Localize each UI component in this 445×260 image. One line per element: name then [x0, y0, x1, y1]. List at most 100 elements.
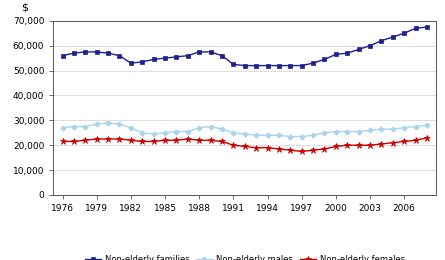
Non-elderly males [287, 135, 293, 138]
Non-elderly families [83, 50, 88, 54]
Non-elderly males [265, 134, 270, 137]
Non-elderly males [208, 125, 213, 128]
Non-elderly females [265, 146, 270, 149]
Non-elderly females [401, 140, 407, 143]
Non-elderly males [60, 126, 65, 129]
Non-elderly families [265, 64, 270, 67]
Non-elderly males [94, 122, 99, 126]
Non-elderly females [83, 139, 88, 142]
Non-elderly families [242, 64, 247, 67]
Non-elderly families [128, 62, 134, 65]
Non-elderly families [368, 44, 373, 47]
Non-elderly females [174, 139, 179, 142]
Non-elderly females [344, 144, 350, 147]
Non-elderly females [71, 140, 77, 143]
Non-elderly males [117, 122, 122, 126]
Non-elderly males [311, 134, 316, 137]
Non-elderly females [140, 140, 145, 143]
Non-elderly females [197, 139, 202, 142]
Non-elderly males [254, 134, 259, 137]
Non-elderly males [174, 130, 179, 133]
Non-elderly families [254, 64, 259, 67]
Non-elderly females [425, 136, 430, 139]
Non-elderly families [311, 62, 316, 65]
Non-elderly families [299, 64, 304, 67]
Non-elderly families [322, 58, 327, 61]
Non-elderly females [322, 147, 327, 151]
Non-elderly males [71, 125, 77, 128]
Non-elderly families [333, 53, 339, 56]
Line: Non-elderly males: Non-elderly males [61, 121, 429, 139]
Non-elderly females [413, 139, 418, 142]
Non-elderly females [254, 146, 259, 149]
Non-elderly families [219, 54, 225, 57]
Non-elderly families [197, 50, 202, 54]
Non-elderly females [356, 144, 361, 147]
Non-elderly males [151, 132, 156, 135]
Non-elderly families [231, 63, 236, 66]
Non-elderly females [379, 142, 384, 146]
Non-elderly families [117, 54, 122, 57]
Non-elderly males [105, 121, 111, 124]
Non-elderly families [185, 54, 190, 57]
Non-elderly females [162, 139, 168, 142]
Non-elderly females [105, 138, 111, 141]
Non-elderly females [311, 149, 316, 152]
Non-elderly males [344, 130, 350, 133]
Non-elderly males [128, 126, 134, 129]
Non-elderly families [208, 50, 213, 54]
Non-elderly families [174, 55, 179, 58]
Non-elderly males [299, 135, 304, 138]
Non-elderly males [140, 131, 145, 134]
Non-elderly families [401, 32, 407, 35]
Non-elderly males [356, 130, 361, 133]
Non-elderly females [151, 140, 156, 143]
Non-elderly males [162, 131, 168, 134]
Non-elderly families [344, 51, 350, 55]
Non-elderly females [368, 144, 373, 147]
Text: $: $ [21, 2, 28, 12]
Non-elderly males [413, 125, 418, 128]
Non-elderly males [197, 126, 202, 129]
Line: Non-elderly families: Non-elderly families [61, 25, 429, 68]
Non-elderly females [276, 147, 282, 151]
Non-elderly males [425, 124, 430, 127]
Non-elderly females [219, 140, 225, 143]
Non-elderly males [368, 129, 373, 132]
Non-elderly families [162, 57, 168, 60]
Non-elderly males [276, 134, 282, 137]
Non-elderly males [401, 126, 407, 129]
Non-elderly males [390, 127, 396, 131]
Non-elderly males [242, 132, 247, 135]
Non-elderly families [425, 25, 430, 29]
Legend: Non-elderly families, Non-elderly males, Non-elderly females: Non-elderly families, Non-elderly males,… [85, 255, 405, 260]
Non-elderly males [219, 127, 225, 131]
Line: Non-elderly females: Non-elderly females [59, 135, 430, 155]
Non-elderly males [185, 130, 190, 133]
Non-elderly families [379, 39, 384, 42]
Non-elderly families [390, 35, 396, 38]
Non-elderly families [287, 64, 293, 67]
Non-elderly females [128, 139, 134, 142]
Non-elderly females [208, 139, 213, 142]
Non-elderly families [356, 48, 361, 51]
Non-elderly females [60, 140, 65, 143]
Non-elderly females [299, 150, 304, 153]
Non-elderly families [105, 51, 111, 55]
Non-elderly females [94, 138, 99, 141]
Non-elderly families [151, 58, 156, 61]
Non-elderly females [390, 141, 396, 144]
Non-elderly males [83, 125, 88, 128]
Non-elderly males [231, 131, 236, 134]
Non-elderly females [333, 145, 339, 148]
Non-elderly families [413, 27, 418, 30]
Non-elderly females [287, 149, 293, 152]
Non-elderly males [333, 130, 339, 133]
Non-elderly males [322, 131, 327, 134]
Non-elderly families [94, 50, 99, 54]
Non-elderly females [231, 144, 236, 147]
Non-elderly families [276, 64, 282, 67]
Non-elderly females [117, 138, 122, 141]
Non-elderly females [185, 138, 190, 141]
Non-elderly males [379, 127, 384, 131]
